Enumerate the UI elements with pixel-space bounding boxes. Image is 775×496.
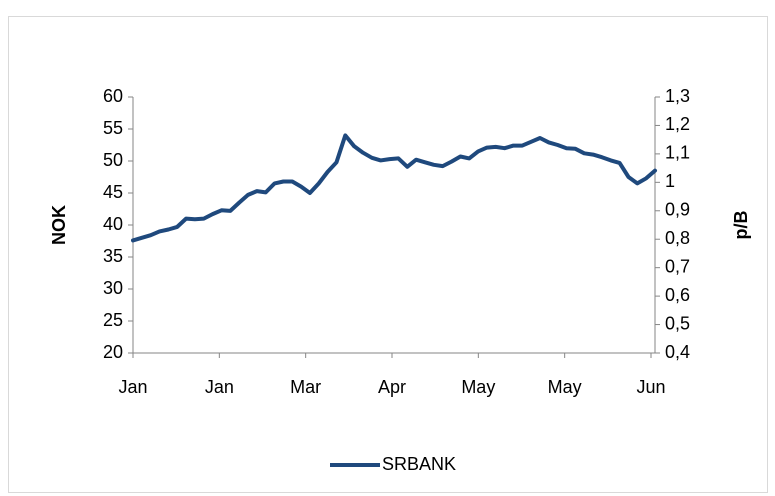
y2-tick-label: 0,5 <box>665 313 690 333</box>
y2-tick-label: 1,3 <box>665 86 690 106</box>
y-tick-label: 55 <box>103 118 123 138</box>
y2-tick-label: 0,7 <box>665 256 690 276</box>
x-tick-label: Jan <box>205 377 234 397</box>
y-tick-label: 20 <box>103 342 123 362</box>
y2-tick-label: 0,4 <box>665 342 690 362</box>
x-tick-label: Mar <box>290 377 321 397</box>
series-line <box>131 133 657 243</box>
y-tick-label: 40 <box>103 214 123 234</box>
y-tick-label: 35 <box>103 246 123 266</box>
y2-tick-label: 1 <box>665 171 675 191</box>
x-tick-label: May <box>548 377 582 397</box>
y2-tick-label: 0,8 <box>665 228 690 248</box>
y2-axis-label: p/B <box>731 211 751 240</box>
x-tick-label: May <box>461 377 495 397</box>
y-tick-label: 50 <box>103 150 123 170</box>
x-tick-label: Apr <box>378 377 406 397</box>
x-tick-label: Jan <box>118 377 147 397</box>
y-tick-label: 60 <box>103 86 123 106</box>
y-axis-label: NOK <box>49 205 69 245</box>
chart-frame <box>8 16 768 493</box>
y2-tick-label: 0,6 <box>665 285 690 305</box>
y-tick-label: 45 <box>103 182 123 202</box>
y-tick-label: 25 <box>103 310 123 330</box>
x-tick-label: Jun <box>636 377 665 397</box>
y2-tick-label: 0,9 <box>665 200 690 220</box>
y2-tick-label: 1,2 <box>665 114 690 134</box>
legend-label: SRBANK <box>382 454 456 474</box>
y2-tick-label: 1,1 <box>665 143 690 163</box>
y-tick-label: 30 <box>103 278 123 298</box>
